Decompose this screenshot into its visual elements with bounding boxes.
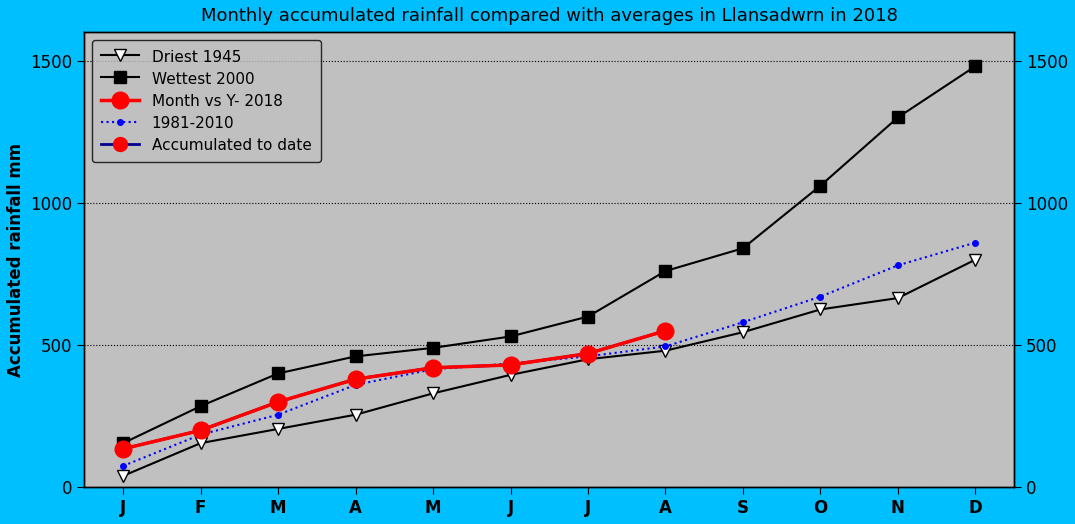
- 1981-2010: [969, 239, 981, 246]
- Wettest 2000: [814, 182, 827, 189]
- Month vs Y- 2018: [659, 328, 672, 334]
- Wettest 2000: [582, 313, 594, 320]
- Month vs Y- 2018: [117, 446, 130, 452]
- Accumulated to date: [349, 376, 362, 383]
- 1981-2010: [427, 366, 440, 373]
- 1981-2010: [195, 431, 207, 438]
- Line: Month vs Y- 2018: Month vs Y- 2018: [115, 322, 674, 457]
- 1981-2010: [891, 262, 904, 268]
- Driest 1945: [272, 426, 285, 432]
- Accumulated to date: [195, 427, 207, 433]
- Driest 1945: [117, 473, 130, 479]
- Wettest 2000: [427, 345, 440, 351]
- Driest 1945: [582, 356, 594, 363]
- Driest 1945: [349, 411, 362, 418]
- Month vs Y- 2018: [427, 365, 440, 371]
- Accumulated to date: [427, 365, 440, 371]
- Line: 1981-2010: 1981-2010: [117, 237, 981, 472]
- Accumulated to date: [659, 328, 672, 334]
- Accumulated to date: [582, 351, 594, 357]
- Y-axis label: Accumulated rainfall mm: Accumulated rainfall mm: [6, 143, 25, 377]
- Driest 1945: [891, 295, 904, 301]
- Wettest 2000: [969, 63, 981, 69]
- Month vs Y- 2018: [349, 376, 362, 383]
- Driest 1945: [736, 329, 749, 335]
- Driest 1945: [427, 390, 440, 397]
- 1981-2010: [504, 361, 517, 367]
- Month vs Y- 2018: [504, 362, 517, 368]
- Driest 1945: [969, 257, 981, 263]
- Wettest 2000: [891, 114, 904, 121]
- Line: Wettest 2000: Wettest 2000: [117, 60, 981, 450]
- 1981-2010: [272, 411, 285, 418]
- Wettest 2000: [272, 370, 285, 377]
- Wettest 2000: [504, 333, 517, 340]
- 1981-2010: [736, 319, 749, 325]
- Wettest 2000: [736, 245, 749, 252]
- Accumulated to date: [504, 362, 517, 368]
- Legend: Driest 1945, Wettest 2000, Month vs Y- 2018, 1981-2010, Accumulated to date: Driest 1945, Wettest 2000, Month vs Y- 2…: [92, 40, 320, 162]
- Driest 1945: [504, 372, 517, 378]
- Accumulated to date: [272, 399, 285, 405]
- Driest 1945: [659, 347, 672, 354]
- Month vs Y- 2018: [272, 399, 285, 405]
- Line: Driest 1945: Driest 1945: [117, 254, 981, 482]
- Driest 1945: [814, 307, 827, 313]
- Driest 1945: [195, 440, 207, 446]
- Accumulated to date: [117, 446, 130, 452]
- Wettest 2000: [659, 268, 672, 274]
- Line: Accumulated to date: Accumulated to date: [116, 324, 673, 456]
- Month vs Y- 2018: [582, 351, 594, 357]
- Wettest 2000: [349, 353, 362, 359]
- Month vs Y- 2018: [195, 427, 207, 433]
- 1981-2010: [814, 293, 827, 300]
- 1981-2010: [582, 353, 594, 359]
- 1981-2010: [117, 463, 130, 469]
- Title: Monthly accumulated rainfall compared with averages in Llansadwrn in 2018: Monthly accumulated rainfall compared wi…: [201, 7, 898, 25]
- 1981-2010: [349, 381, 362, 388]
- Wettest 2000: [195, 403, 207, 409]
- 1981-2010: [659, 343, 672, 350]
- Wettest 2000: [117, 440, 130, 446]
